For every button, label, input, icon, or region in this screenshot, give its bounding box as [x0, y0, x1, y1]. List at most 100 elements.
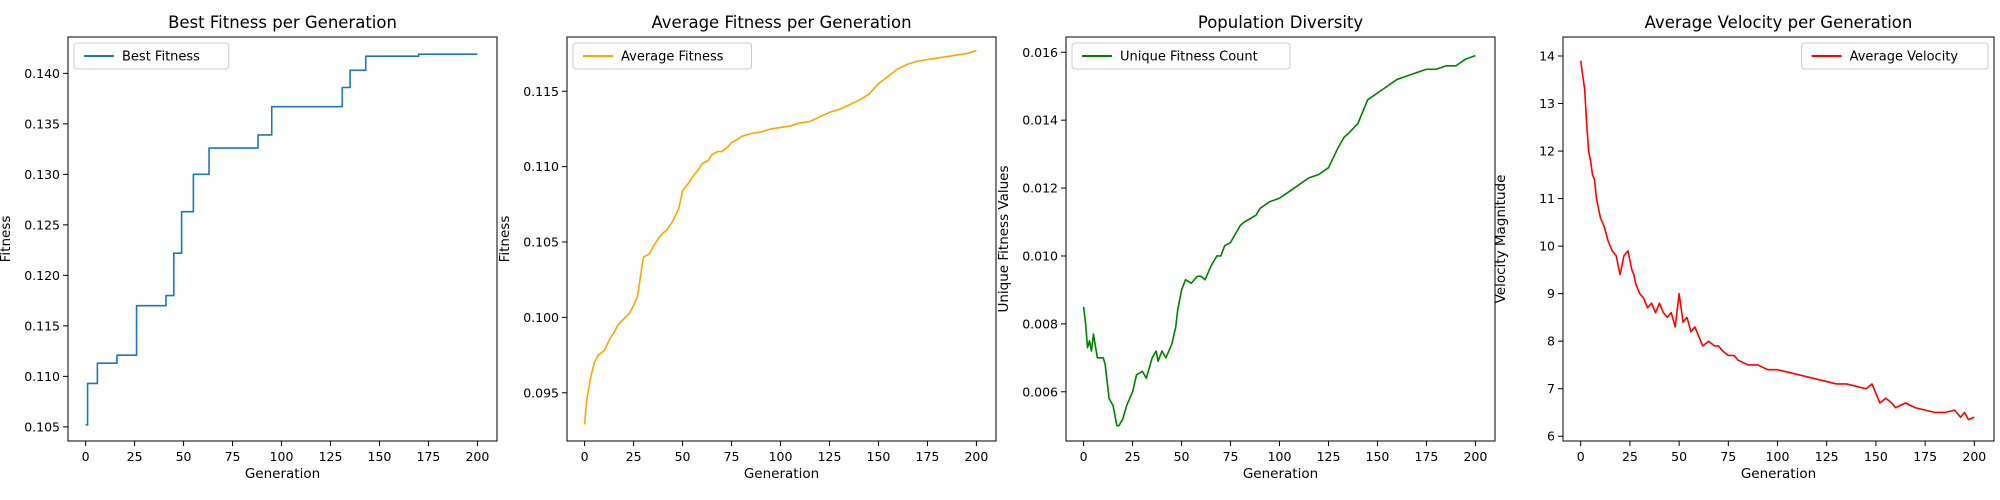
- legend-box: [73, 42, 230, 70]
- x-tick-label: 25: [1622, 449, 1638, 464]
- x-tick-label: 75: [225, 449, 241, 464]
- x-tick-label: 50: [1671, 449, 1687, 464]
- x-tick-label: 200: [465, 449, 489, 464]
- x-tick-label: 150: [1366, 449, 1390, 464]
- y-tick-label: 6: [1547, 429, 1555, 444]
- y-axis-label: Velocity Magnitude: [1493, 175, 1509, 304]
- chart-title: Best Fitness per Generation: [168, 13, 397, 32]
- chart-panel-2: Average Fitness per Generation 0 25 50 75 100…: [497, 13, 997, 482]
- chart-title: Average Fitness per Generation: [651, 13, 911, 32]
- y-tick-label: 7: [1547, 381, 1555, 396]
- x-axis-label: Generation: [245, 466, 320, 482]
- legend: Average Fitness: [572, 42, 752, 70]
- legend-box: [1801, 42, 1989, 70]
- axes-frame: [566, 36, 997, 442]
- x-tick-label: 125: [818, 449, 842, 464]
- y-axis-label: Unique Fitness Values: [996, 165, 1012, 312]
- x-tick-label: 50: [675, 449, 691, 464]
- x-axis-label: Generation: [1741, 466, 1816, 482]
- x-tick-label: 150: [368, 449, 392, 464]
- legend-label: Best Fitness: [122, 50, 200, 65]
- x-tick-label: 200: [1463, 449, 1487, 464]
- y-tick-label: 0.010: [1022, 248, 1058, 263]
- y-tick-label: 0.125: [24, 217, 60, 232]
- y-tick-label: 0.130: [24, 167, 60, 182]
- x-tick-label: 75: [724, 449, 740, 464]
- y-tick-label: 0.016: [1022, 45, 1058, 60]
- x-tick-label: 125: [319, 449, 343, 464]
- x-tick-label: 100: [1766, 449, 1790, 464]
- y-tick-label: 0.100: [523, 310, 559, 325]
- y-tick-label: 0.105: [24, 419, 60, 434]
- chart-panel-4: Average Velocity per Generation 0 25 50 75 10…: [1493, 13, 1995, 482]
- y-tick-label: 12: [1539, 144, 1555, 159]
- x-tick-label: 200: [964, 449, 988, 464]
- x-tick-label: 100: [1268, 449, 1292, 464]
- axes-frame: [67, 36, 498, 442]
- y-tick-label: 0.008: [1022, 316, 1058, 331]
- y-tick-label: 0.110: [523, 159, 559, 174]
- chart-title: Average Velocity per Generation: [1645, 13, 1913, 32]
- y-tick-label: 9: [1547, 286, 1555, 301]
- legend-box: [1071, 42, 1291, 70]
- x-tick-label: 75: [1223, 449, 1239, 464]
- x-axis-label: Generation: [1243, 466, 1318, 482]
- x-tick-label: 100: [769, 449, 793, 464]
- x-tick-label: 0: [581, 449, 589, 464]
- y-tick-label: 0.120: [24, 268, 60, 283]
- y-tick-label: 0.012: [1022, 181, 1058, 196]
- x-tick-label: 150: [867, 449, 891, 464]
- y-tick-label: 0.140: [24, 66, 60, 81]
- x-tick-label: 50: [176, 449, 192, 464]
- x-tick-label: 25: [127, 449, 143, 464]
- x-tick-label: 25: [626, 449, 642, 464]
- y-tick-label: 0.006: [1022, 384, 1058, 399]
- x-tick-label: 0: [1080, 449, 1088, 464]
- x-tick-label: 25: [1125, 449, 1141, 464]
- legend: Unique Fitness Count: [1071, 42, 1291, 70]
- chart-title: Population Diversity: [1198, 13, 1364, 32]
- y-axis-label: Fitness: [497, 216, 513, 263]
- x-tick-label: 75: [1720, 449, 1736, 464]
- y-tick-label: 13: [1539, 96, 1555, 111]
- x-tick-label: 100: [270, 449, 294, 464]
- axes-frame: [1562, 36, 1995, 442]
- x-tick-label: 0: [82, 449, 90, 464]
- x-tick-label: 175: [1415, 449, 1439, 464]
- y-tick-label: 0.095: [523, 385, 559, 400]
- chart-panel-1: Best Fitness per Generation 0 25 50 75 100 125…: [0, 13, 498, 482]
- y-axis-label: Fitness: [0, 216, 14, 263]
- y-tick-label: 0.105: [523, 235, 559, 250]
- y-tick-label: 0.115: [24, 318, 60, 333]
- legend-label: Unique Fitness Count: [1120, 50, 1258, 65]
- series-line-unique-fitness-count: [1082, 54, 1476, 427]
- legend: Average Velocity: [1801, 42, 1989, 70]
- y-tick-label: 0.135: [24, 116, 60, 131]
- x-tick-label: 175: [417, 449, 441, 464]
- legend-label: Average Velocity: [1850, 50, 1959, 65]
- y-tick-label: 8: [1547, 334, 1555, 349]
- series-line-average-fitness: [583, 49, 977, 425]
- series-line-best-fitness: [85, 53, 478, 426]
- chart-panel-3: Population Diversity 0 25 50 75 100 125 150 175 2…: [996, 13, 1496, 482]
- legend-box: [572, 42, 752, 70]
- x-axis-label: Generation: [744, 466, 819, 482]
- x-tick-label: 125: [1815, 449, 1839, 464]
- x-tick-label: 175: [916, 449, 940, 464]
- x-tick-label: 150: [1864, 449, 1888, 464]
- series-line-average-velocity: [1579, 60, 1975, 421]
- axes-frame: [1065, 36, 1496, 442]
- x-tick-label: 125: [1317, 449, 1341, 464]
- y-tick-label: 14: [1539, 49, 1555, 64]
- y-tick-label: 0.110: [24, 369, 60, 384]
- x-tick-label: 200: [1962, 449, 1986, 464]
- x-tick-label: 50: [1174, 449, 1190, 464]
- legend: Best Fitness: [73, 42, 230, 70]
- y-tick-label: 10: [1539, 239, 1555, 254]
- legend-label: Average Fitness: [621, 50, 724, 65]
- y-tick-label: 0.115: [523, 84, 559, 99]
- y-tick-label: 0.014: [1022, 113, 1058, 128]
- x-tick-label: 0: [1577, 449, 1585, 464]
- y-tick-label: 11: [1539, 191, 1555, 206]
